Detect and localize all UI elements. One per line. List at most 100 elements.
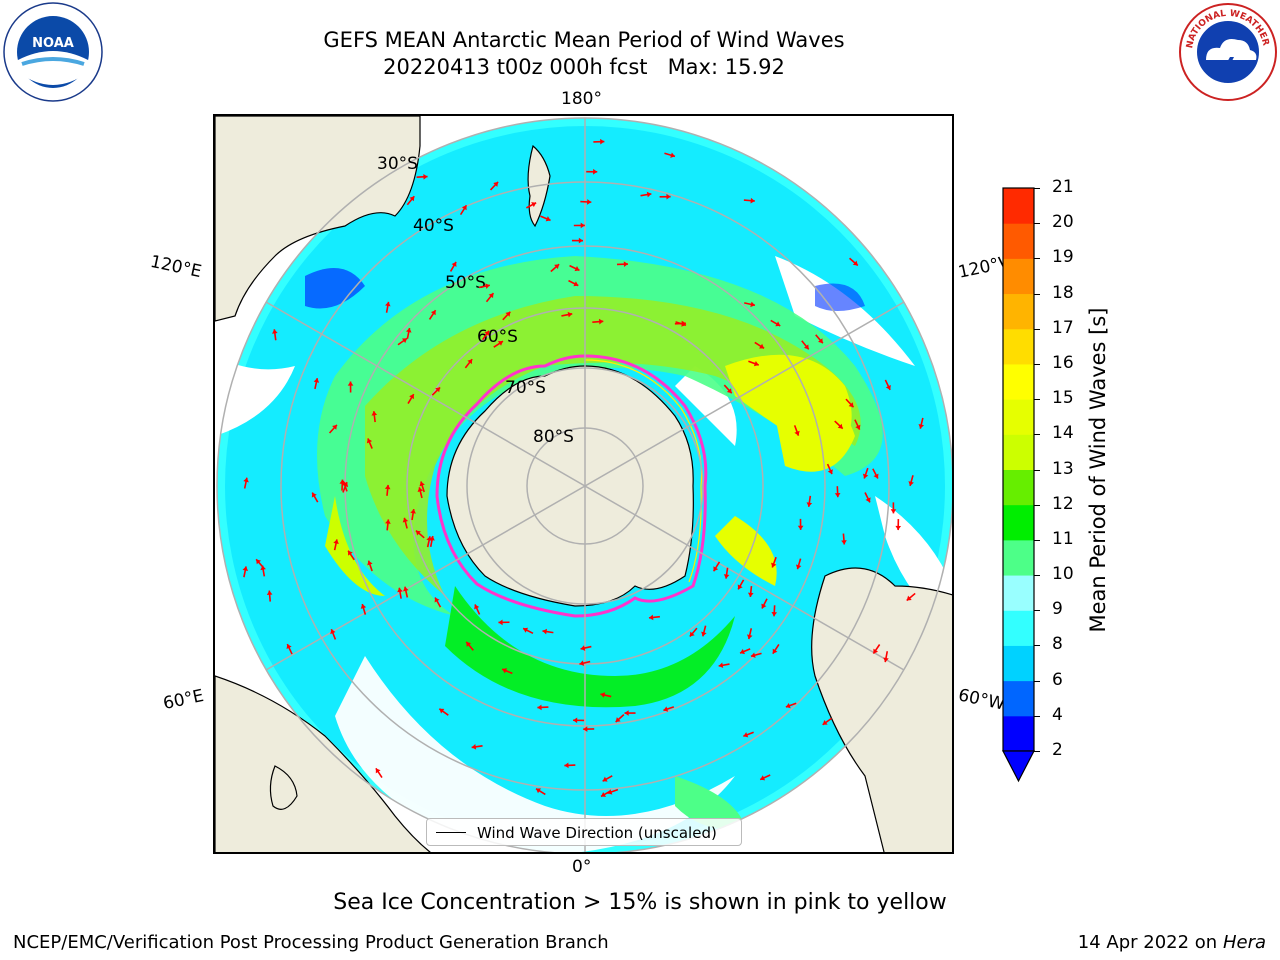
wave-arrow-head — [580, 645, 586, 651]
colorbar-tick-label: 2 — [1052, 740, 1063, 760]
colorbar-segment — [1003, 328, 1034, 365]
colorbar-tick-label: 15 — [1052, 388, 1074, 409]
wave-arrow-head — [497, 341, 503, 346]
wave-arrow-head — [747, 592, 754, 597]
wave-arrow-head — [600, 692, 606, 698]
wave-arrow-head — [342, 482, 349, 488]
wave-arrow-head — [410, 509, 416, 514]
wave-arrow-head — [918, 423, 925, 429]
latitude-labels: 30°S 40°S 50°S 60°S 70°S 80°S — [377, 154, 574, 447]
colorbar-tick-label: 10 — [1052, 564, 1074, 585]
wave-arrow-head — [243, 477, 249, 483]
colorbar-tick-label: 11 — [1052, 528, 1074, 549]
colorbar-segment — [1003, 363, 1034, 400]
credit-right: 14 Apr 2022 on Hera — [1078, 932, 1266, 953]
wave-arrow-head — [701, 631, 707, 637]
wave-arrow-head — [435, 387, 441, 393]
lat-label-50s: 50°S — [445, 273, 486, 293]
colorbar-segment — [1003, 434, 1034, 470]
wave-arrow-head — [601, 791, 607, 797]
wave-arrow-head — [806, 502, 813, 507]
wave-arrow-head — [906, 595, 912, 601]
wave-arrow-head — [256, 559, 261, 565]
wave-arrow-head — [873, 648, 879, 654]
wave-arrow-head — [286, 644, 292, 650]
colorbar-tick-mark — [1034, 399, 1040, 401]
wave-arrow-head — [794, 430, 800, 436]
colorbar-segment — [1003, 610, 1034, 646]
wave-arrow-head — [333, 539, 339, 545]
wave-arrow-head — [429, 536, 435, 541]
wave-arrow-head — [743, 732, 749, 738]
chart-subtitle: 20220413 t00z 000h fcst Max: 15.92 — [383, 55, 785, 79]
colorbar-segment — [1003, 223, 1034, 259]
colorbar-label: Mean Period of Wind Waves [s] — [1086, 307, 1110, 633]
wave-arrow-head — [260, 565, 266, 571]
colorbar-extend-arrow — [1002, 750, 1035, 783]
wave-arrow-head — [578, 237, 583, 244]
wave-arrow-head — [624, 710, 629, 716]
wave-arrow-head — [385, 519, 391, 524]
wave-arrow-head — [593, 168, 598, 175]
wave-arrow-head — [580, 222, 585, 229]
wave-arrow-head — [371, 411, 378, 416]
colorbar-tick-label: 13 — [1052, 458, 1074, 479]
wave-arrow-head — [761, 603, 767, 609]
wave-arrow-head — [723, 574, 730, 579]
wave-arrow-head — [772, 648, 778, 654]
wave-arrow-head — [426, 536, 432, 541]
wave-arrow-head — [332, 424, 337, 430]
lat-label-70s: 70°S — [505, 378, 546, 398]
colorbar-tick-label: 4 — [1052, 704, 1063, 725]
sea-ice-edge-yellow — [584, 359, 703, 583]
wave-arrow-head — [670, 152, 675, 158]
wave-arrow-head — [493, 181, 499, 187]
wave-arrow-head — [423, 173, 428, 180]
wave-arrow-head — [567, 311, 573, 318]
wave-arrow-head — [360, 604, 367, 609]
colorbar-segment — [1003, 293, 1034, 330]
wave-arrow-head — [855, 424, 861, 430]
wave-arrow-head — [908, 481, 914, 486]
wave-arrow-head — [865, 497, 871, 503]
colorbar-segment — [1003, 504, 1034, 541]
colorbar-segment — [1003, 575, 1034, 611]
wave-arrow-head — [537, 704, 542, 711]
wave-arrow-head — [737, 584, 743, 590]
wave-arrow-head — [623, 261, 629, 268]
wave-arrow-head — [895, 525, 902, 531]
wave-arrow-head — [402, 517, 409, 523]
lon-label-60w: 60°W — [956, 685, 1007, 715]
colorbar-tick-mark — [1034, 188, 1040, 189]
wave-arrow-head — [795, 564, 802, 570]
wave-arrow-head — [419, 481, 425, 487]
wave-arrow-head — [607, 789, 613, 795]
colorbar-tick-mark — [1034, 504, 1040, 506]
wave-arrow-head — [434, 597, 440, 603]
colorbar-segment — [1003, 469, 1034, 506]
lat-label-30s: 30°S — [377, 154, 418, 174]
wave-arrow-head — [347, 381, 354, 386]
wave-arrow-head — [771, 562, 777, 568]
wave-arrow-head — [485, 283, 490, 289]
wave-arrow-head — [681, 321, 686, 327]
wave-arrow-head — [415, 530, 421, 536]
wave-arrow-head — [505, 311, 511, 317]
wave-arrow-head — [474, 604, 480, 610]
wave-arrow-head — [313, 378, 320, 383]
wave-arrow-head — [726, 388, 732, 394]
colorbar-tick-label: 17 — [1052, 317, 1074, 338]
wave-arrow-head — [873, 473, 879, 479]
wave-arrow-head — [242, 566, 249, 572]
wave-arrow-head — [573, 717, 578, 724]
svg-text:NOAA: NOAA — [32, 36, 74, 51]
footnote: Sea Ice Concentration > 15% is shown in … — [333, 890, 947, 915]
wave-arrow-head — [579, 660, 585, 666]
wave-arrow-head — [771, 611, 778, 617]
nws-logo: NATIONAL WEATHER SERVICE — [1178, 2, 1277, 101]
polar-map: 30°S 40°S 50°S 60°S 70°S 80°S — [215, 116, 952, 852]
wave-arrow-head — [401, 338, 407, 344]
map-legend: Wind Wave Direction (unscaled) — [426, 818, 742, 846]
wave-arrow-head — [750, 652, 756, 658]
wave-arrow-head — [818, 338, 823, 344]
